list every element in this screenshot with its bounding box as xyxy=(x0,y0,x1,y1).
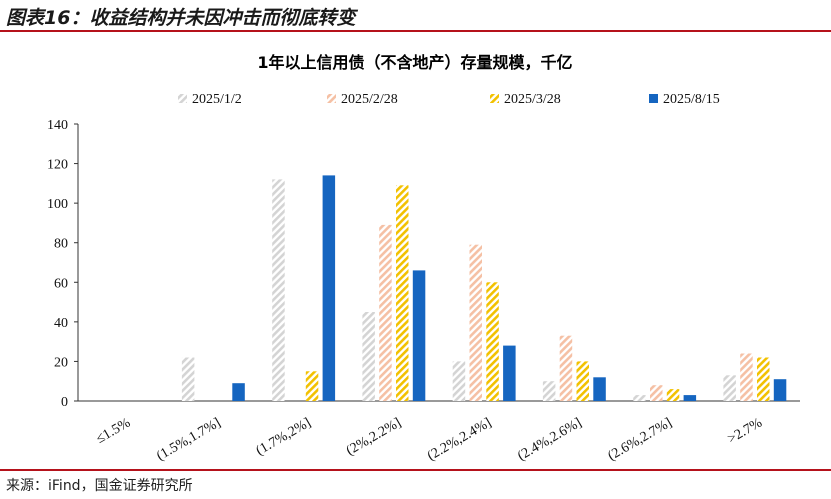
bar xyxy=(593,377,606,401)
bar xyxy=(379,224,392,401)
x-tick-label: (1.5%,1.7%] xyxy=(154,415,223,464)
bar xyxy=(757,357,770,401)
bar xyxy=(305,371,319,401)
legend-swatch xyxy=(490,94,499,103)
bar xyxy=(773,379,787,401)
title-divider xyxy=(0,30,831,32)
bar xyxy=(469,244,482,401)
bar xyxy=(723,375,736,401)
legend-swatch xyxy=(649,94,658,103)
figure-title: 图表16：收益结构并未因冲击而彻底转变 xyxy=(6,7,356,29)
bar xyxy=(503,345,516,401)
bar xyxy=(272,179,285,401)
y-tick-label: 60 xyxy=(54,276,68,291)
bar xyxy=(322,175,336,401)
bar xyxy=(181,357,195,401)
x-tick-label: (2.6%,2.7%] xyxy=(606,415,675,464)
x-tick-label: (1.7%,2%] xyxy=(254,415,314,458)
bar xyxy=(559,335,573,401)
x-tick-label: (2%,2.2%] xyxy=(344,415,404,458)
x-axis: ≤1.5% (1.5%,1.7%] (1.7%,2%] (2%,2.2%] (2.2%,… xyxy=(78,400,800,464)
bar xyxy=(486,282,499,401)
chart-title: 1年以上信用债（不含地产）存量规模，千亿 xyxy=(257,53,572,72)
bar xyxy=(576,361,589,401)
source-note: 来源：iFind，国金证券研究所 xyxy=(6,478,193,494)
legend-label: 2025/2/28 xyxy=(341,92,398,107)
y-axis: 0 20 40 60 80 100 120 140 xyxy=(47,118,79,410)
bar xyxy=(633,395,646,401)
y-tick-label: 80 xyxy=(54,237,68,252)
legend-swatch xyxy=(327,94,336,103)
x-tick-label: ≤1.5% xyxy=(94,415,134,447)
bar xyxy=(542,381,556,401)
x-tick-label: (2.2%,2.4%] xyxy=(425,415,494,464)
bar xyxy=(362,312,375,401)
bar xyxy=(683,395,697,401)
x-tick-label: (2.4%,2.6%] xyxy=(515,415,584,464)
y-tick-label: 0 xyxy=(61,395,68,410)
x-tick-label: >2.7% xyxy=(725,415,765,447)
bar xyxy=(650,385,663,401)
y-tick-label: 40 xyxy=(54,316,68,331)
y-tick-label: 100 xyxy=(47,197,68,212)
legend-label: 2025/3/28 xyxy=(504,92,561,107)
y-tick-label: 20 xyxy=(54,355,68,370)
legend: 2025/1/2 2025/2/28 2025/3/28 2025/8/15 xyxy=(178,92,720,107)
bars xyxy=(181,175,787,401)
legend-swatch xyxy=(178,94,187,103)
bar-chart: 1年以上信用债（不含地产）存量规模，千亿 2025/1/2 2025/2/28 20… xyxy=(47,53,800,464)
bar xyxy=(232,383,245,401)
bar xyxy=(396,185,409,401)
y-tick-label: 140 xyxy=(47,118,68,133)
bar xyxy=(666,389,680,401)
legend-label: 2025/1/2 xyxy=(192,92,242,107)
legend-label: 2025/8/15 xyxy=(663,92,720,107)
footer-divider xyxy=(0,469,831,471)
bar xyxy=(740,353,753,401)
y-tick-label: 120 xyxy=(47,158,68,173)
bar xyxy=(452,361,466,401)
bar xyxy=(412,270,426,401)
